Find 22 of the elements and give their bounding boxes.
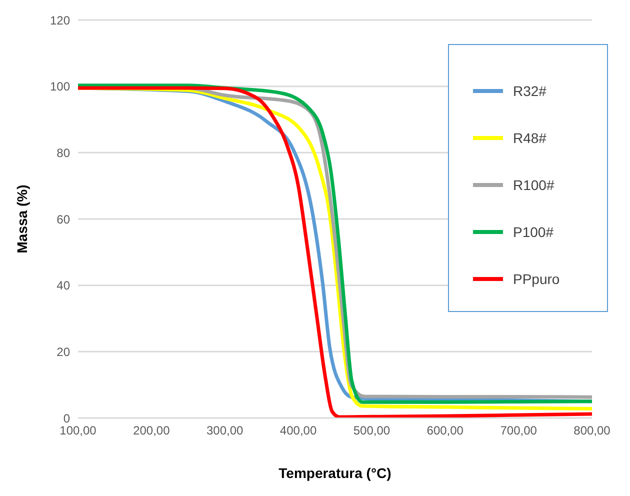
x-tick-label: 400,00: [280, 424, 317, 438]
x-tick-label: 600,00: [426, 424, 464, 438]
legend-label: R48#: [513, 130, 546, 146]
y-tick-label: 60: [56, 212, 70, 226]
x-tick-label: 200,00: [133, 424, 170, 438]
legend-label: PPpuro: [513, 270, 560, 286]
y-tick-label: 100: [50, 80, 70, 94]
x-tick-label: 800,00: [574, 424, 611, 438]
y-tick-label: 0: [63, 411, 70, 426]
legend-label: R32#: [513, 82, 546, 98]
x-tick-label: 500,00: [353, 424, 390, 438]
x-tick-label: 100,00: [60, 424, 97, 438]
x-axis-title: Temperatura (°C): [278, 465, 392, 481]
legend-label: P100#: [513, 224, 554, 240]
y-tick-label: 120: [50, 13, 70, 28]
y-tick-label: 80: [56, 146, 70, 160]
y-tick-label: 20: [56, 344, 70, 359]
x-tick-label: 700,00: [500, 424, 538, 438]
legend-label: R100#: [513, 176, 554, 192]
y-tick-label: 40: [56, 278, 70, 293]
y-axis-title: Massa (%): [14, 184, 30, 254]
x-tick-label: 300,00: [206, 424, 244, 438]
